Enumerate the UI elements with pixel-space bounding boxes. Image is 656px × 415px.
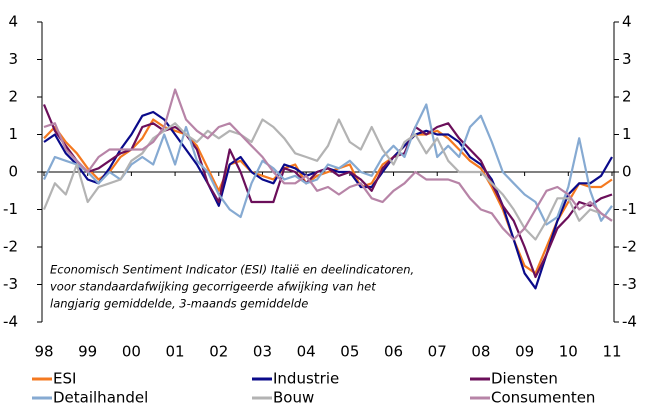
y2-tick-label: 0 (622, 163, 632, 181)
legend-label: Detailhandel (53, 389, 148, 407)
legend-label: Industrie (273, 370, 339, 388)
y2-tick-label: -3 (622, 275, 637, 293)
y-tick-label: 2 (8, 88, 18, 106)
y-tick-label: 0 (8, 163, 18, 181)
y-tick-label: -1 (3, 200, 18, 218)
x-tick-label: 03 (253, 343, 272, 361)
y2-tick-label: 1 (622, 125, 632, 143)
y-tick-label: -2 (3, 238, 18, 256)
x-tick-label: 02 (209, 343, 228, 361)
y-tick-label: -3 (3, 275, 18, 293)
legend-label: ESI (53, 370, 76, 388)
series-line (43, 103, 613, 226)
annotation-line: voor standaardafwijking gecorrigeerde af… (50, 280, 376, 294)
x-tick-label: 98 (34, 343, 53, 361)
y2-tick-label: 2 (622, 88, 632, 106)
annotation-line: langjarig gemiddelde, 3-maands gemiddeld… (50, 297, 308, 311)
x-tick-label: 05 (340, 343, 359, 361)
y2-tick-label: -1 (622, 200, 637, 218)
legend-label: Diensten (491, 370, 558, 388)
y2-tick-label: -2 (622, 238, 637, 256)
y-tick-label: 4 (8, 13, 18, 31)
legend-label: Consumenten (491, 389, 595, 407)
x-tick-label: 04 (297, 343, 316, 361)
y2-tick-label: 3 (622, 50, 632, 68)
x-tick-label: 00 (122, 343, 141, 361)
y-tick-label: 1 (8, 125, 18, 143)
legend-label: Bouw (273, 389, 314, 407)
x-tick-label: 11 (602, 343, 621, 361)
annotation: Economisch Sentiment Indicator (ESI) Ita… (50, 263, 414, 311)
y2-tick-label: 4 (622, 13, 632, 31)
x-tick-label: 10 (559, 343, 578, 361)
x-tick-label: 07 (428, 343, 447, 361)
series-line (43, 88, 613, 241)
series-line (42, 118, 613, 241)
annotation-line: Economisch Sentiment Indicator (ESI) Ita… (50, 263, 414, 277)
x-tick-label: 99 (78, 343, 97, 361)
y-tick-label: 3 (8, 50, 18, 68)
x-tick-label: 09 (515, 343, 534, 361)
x-tick-label: 08 (471, 343, 490, 361)
x-tick-label: 01 (166, 343, 185, 361)
x-tick-label: 06 (384, 343, 403, 361)
y2-tick-label: -4 (622, 313, 637, 331)
series-line (42, 104, 613, 279)
y-tick-label: -4 (3, 313, 18, 331)
